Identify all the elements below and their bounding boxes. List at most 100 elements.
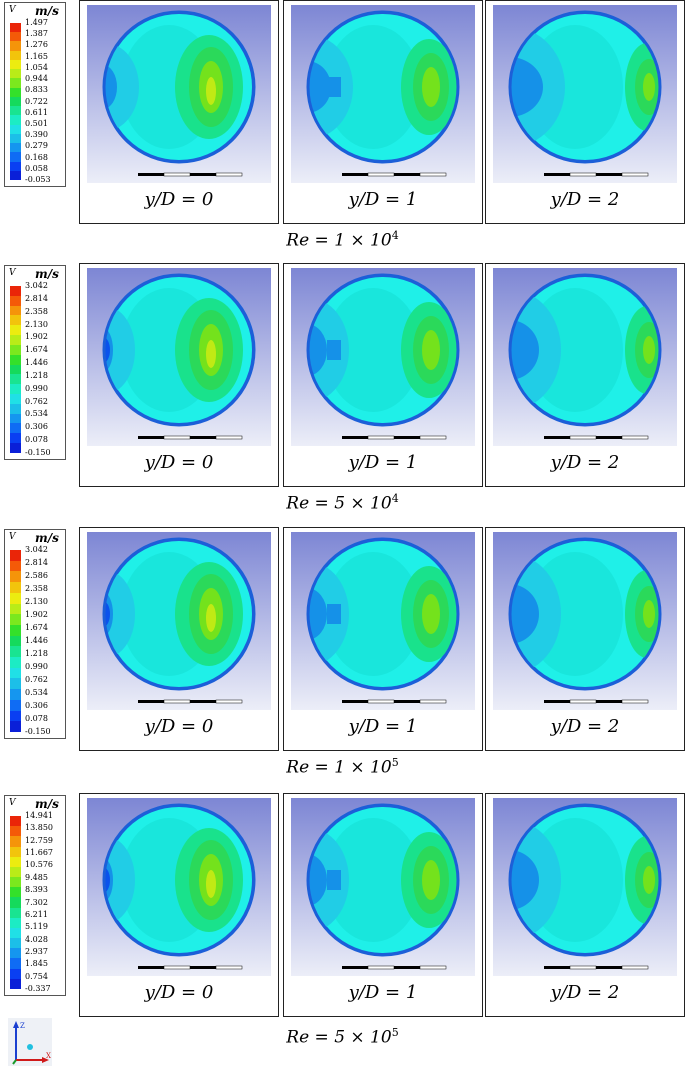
scale-bar-segment bbox=[621, 435, 649, 440]
legend-tick-label: -0.337 bbox=[25, 984, 51, 993]
legend-swatch bbox=[10, 133, 21, 144]
scale-bar-segment bbox=[569, 965, 597, 970]
reynolds-base: Re = 5 × 10 bbox=[286, 493, 392, 514]
legend-tick-label: 0.990 bbox=[25, 662, 48, 671]
pipe-wall bbox=[306, 10, 460, 164]
scale-bar-segment bbox=[342, 700, 368, 703]
contour-region bbox=[103, 65, 117, 109]
legend-swatch bbox=[10, 69, 21, 79]
reynolds-exponent: 4 bbox=[391, 229, 399, 242]
legend-swatch bbox=[10, 286, 21, 296]
legend-swatch bbox=[10, 877, 21, 888]
legend-tick-label: 0.168 bbox=[25, 152, 48, 162]
legend-tick-label: 1.446 bbox=[25, 636, 48, 645]
legend-swatch bbox=[10, 143, 21, 153]
contour-panel: y/D = 0 bbox=[79, 0, 279, 224]
reynolds-exponent: 4 bbox=[391, 492, 399, 505]
legend-swatch bbox=[10, 571, 21, 583]
scale-bar-segment bbox=[394, 173, 420, 176]
legend-swatch bbox=[10, 413, 21, 424]
scale-bar-segment bbox=[342, 966, 368, 969]
legend-colorbar bbox=[10, 23, 21, 180]
legend-swatch bbox=[10, 614, 21, 625]
scale-bar-segment bbox=[190, 700, 216, 703]
legend-swatch bbox=[10, 335, 21, 345]
legend-tick-label: 0.501 bbox=[25, 118, 48, 128]
legend-tick-label: -0.150 bbox=[25, 448, 51, 457]
legend-tick-label: 0.534 bbox=[25, 688, 48, 697]
legend-tick-label: 0.390 bbox=[25, 130, 48, 140]
scale-bar-segment bbox=[215, 965, 243, 970]
legend-swatch bbox=[10, 560, 21, 572]
legend-swatch bbox=[10, 907, 21, 918]
contour-region bbox=[325, 25, 421, 149]
legend-tick-label: 2.358 bbox=[25, 584, 48, 593]
scale-bar-segment bbox=[419, 435, 447, 440]
legend-swatch bbox=[10, 826, 21, 837]
legend-tick-label: 1.902 bbox=[25, 332, 48, 342]
legend-tick-label: 0.833 bbox=[25, 85, 48, 95]
contour-region bbox=[325, 288, 421, 412]
scale-bar-segment bbox=[569, 699, 597, 704]
scale-bar-segment bbox=[419, 699, 447, 704]
panel-caption: y/D = 1 bbox=[348, 716, 418, 737]
contour-panel: y/D = 1 bbox=[283, 527, 483, 751]
panel-caption: y/D = 0 bbox=[144, 982, 214, 1003]
velocity-contour-plot bbox=[493, 532, 677, 710]
pipe-wall bbox=[306, 273, 460, 427]
scale-bar-segment bbox=[544, 173, 570, 176]
legend-swatch bbox=[10, 678, 21, 690]
legend-tick-label: -0.053 bbox=[25, 175, 51, 184]
contour-region bbox=[327, 870, 341, 890]
contour-region bbox=[103, 601, 110, 627]
legend-tick-label: 1.165 bbox=[25, 51, 48, 61]
panel-caption: y/D = 2 bbox=[550, 982, 620, 1003]
pipe-wall bbox=[102, 10, 256, 164]
pipe-wall bbox=[102, 273, 256, 427]
panel-caption: y/D = 1 bbox=[348, 452, 418, 473]
legend-tick-label: 14.941 bbox=[25, 811, 53, 820]
legend-swatch bbox=[10, 354, 21, 365]
reynolds-base: Re = 5 × 10 bbox=[286, 1027, 392, 1048]
velocity-contour-plot bbox=[291, 532, 475, 710]
contour-region bbox=[643, 600, 655, 628]
legend-swatch bbox=[10, 897, 21, 908]
legend-swatch bbox=[10, 689, 21, 700]
contour-panel: y/D = 2 bbox=[485, 263, 685, 487]
legend-tick-label: 2.130 bbox=[25, 319, 48, 329]
contour-region bbox=[509, 584, 539, 644]
legend-tick-label: 0.944 bbox=[25, 74, 48, 84]
legend-swatch bbox=[10, 384, 21, 394]
scale-bar-segment bbox=[342, 436, 368, 439]
legend-swatch bbox=[10, 50, 21, 60]
velocity-contour-plot bbox=[291, 5, 475, 183]
scale-bar-segment bbox=[569, 172, 597, 177]
contour-panel: y/D = 1 bbox=[283, 263, 483, 487]
legend-tick-label: 0.762 bbox=[25, 675, 48, 684]
scale-bar-segment bbox=[596, 966, 622, 969]
scale-bar-segment bbox=[215, 699, 243, 704]
legend-tick-label: 13.850 bbox=[25, 823, 53, 833]
legend-swatch bbox=[10, 295, 21, 306]
legend-tick-label: 12.759 bbox=[25, 835, 53, 845]
legend-tick-label: 10.576 bbox=[25, 860, 53, 870]
legend-swatch bbox=[10, 667, 21, 679]
scale-bar-segment bbox=[367, 435, 395, 440]
legend-swatch bbox=[10, 32, 21, 42]
legend-tick-label: 5.119 bbox=[25, 922, 48, 932]
legend-swatch bbox=[10, 59, 21, 70]
contour-panel: y/D = 0 bbox=[79, 263, 279, 487]
legend-swatch bbox=[10, 161, 21, 171]
scale-bar-segment bbox=[138, 173, 164, 176]
velocity-contour-plot bbox=[87, 268, 271, 446]
contour-region bbox=[643, 73, 655, 101]
legend-swatch bbox=[10, 152, 21, 162]
contour-panel: y/D = 2 bbox=[485, 793, 685, 1017]
legend-swatch bbox=[10, 344, 21, 355]
contour-region bbox=[307, 854, 327, 906]
scale-bar-segment bbox=[394, 966, 420, 969]
scale-bar-segment bbox=[394, 700, 420, 703]
scale-bar-segment bbox=[342, 173, 368, 176]
axis-triad: Z X bbox=[8, 1018, 52, 1066]
